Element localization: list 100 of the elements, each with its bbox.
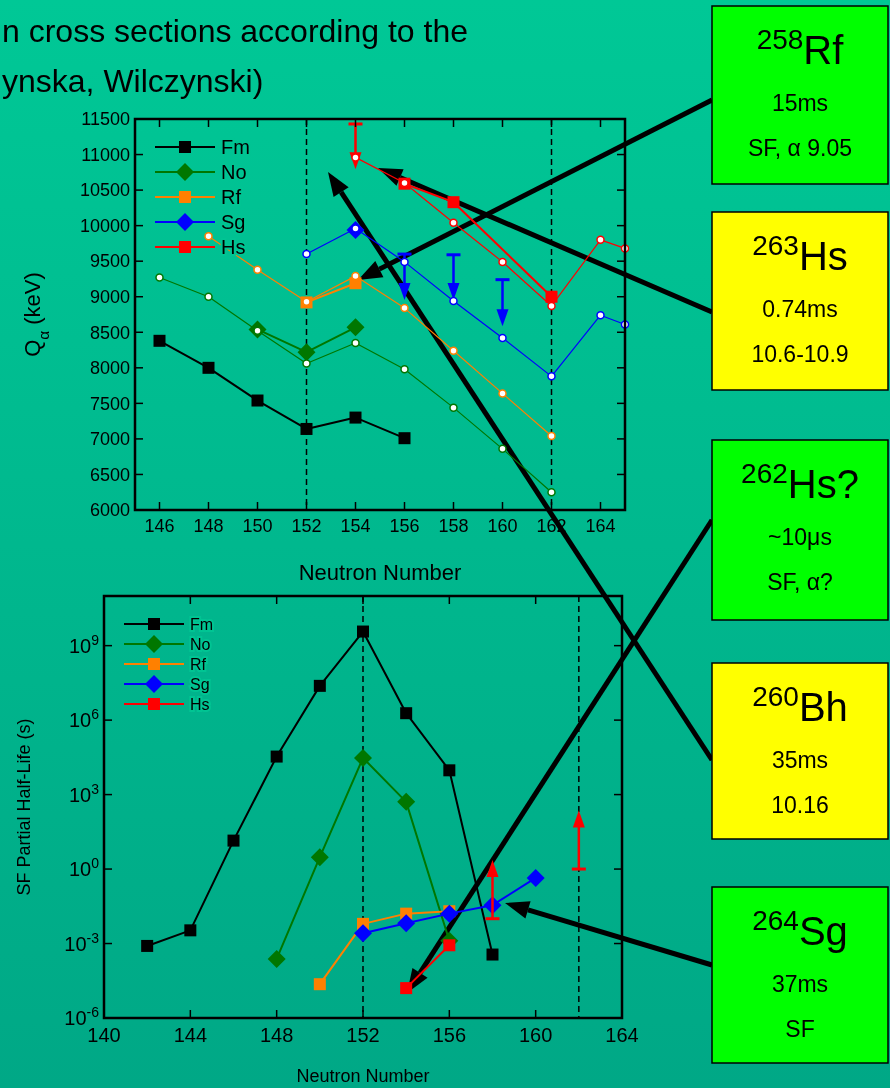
point [253,265,262,274]
point [526,868,545,887]
x-tick-label: 148 [193,516,224,536]
point [227,834,240,847]
point [153,334,166,347]
legend-label: Sg [221,211,246,234]
x-tick-label: 164 [605,1024,639,1046]
text: 15ms [771,90,829,116]
legend-label: No [221,161,247,184]
point [547,372,556,381]
y-tick-label: 8000 [89,358,130,379]
point [354,748,372,767]
point [313,679,326,692]
point [251,394,264,407]
point [572,810,585,828]
text: $^{264}$Sg [752,904,848,953]
text: SF [785,1016,815,1042]
y-tick-label: 10000 [79,215,130,236]
point [346,318,365,337]
point [496,309,509,327]
x-tick-label: 152 [291,516,322,536]
point [547,301,556,311]
point [449,403,458,412]
point [443,764,456,777]
point [498,333,507,343]
x-tick-label: 152 [346,1024,380,1046]
point [449,218,458,228]
point [398,283,411,301]
text: SF, α? [767,569,833,595]
point [351,338,360,348]
y-tick-label: 10$^{-3}$ [64,929,100,955]
point [397,914,416,933]
y-tick-label: 7000 [89,429,130,450]
text: 35ms [771,747,829,773]
point [184,924,197,937]
point [498,444,507,454]
text: 10.6-10.9 [751,341,849,367]
point [547,487,556,497]
point [397,792,416,811]
y-tick-label: 9500 [89,251,130,272]
y-tick-label: 9000 [89,287,130,308]
point [141,939,154,952]
point [202,361,215,374]
point [310,848,329,867]
point [400,303,409,313]
y-tick-label: 8500 [89,322,130,343]
text: 0.74ms [762,296,838,322]
x-tick-label: 156 [389,516,420,536]
y-tick-label: 10$^{9}$ [68,631,100,657]
x-tick-label: 150 [242,516,273,536]
text: 37ms [771,971,829,997]
text: $^{263}$Hs [752,229,848,278]
x-tick-label: 144 [173,1024,208,1046]
y-tick-label: 10$^{6}$ [68,706,100,732]
legend-label: Rf [221,186,242,209]
point [486,948,499,961]
text: SF, α 9.05 [747,135,853,161]
point [498,257,507,267]
y-tick-label: 6500 [89,464,130,485]
y-tick-label: 11500 [81,109,130,130]
chart-title: n cross sections according to the ynska, Wilczynski) [2,13,469,99]
point [354,924,372,943]
y-tick-label: 11000 [81,144,130,165]
legend-label: Hs [190,695,210,713]
legend-label: Rf [190,655,207,673]
text: 10.16 [771,792,829,818]
point [357,625,369,638]
text: $^{260}$Bh [752,680,848,729]
x-axis-title: Neutron Number [296,1066,430,1086]
point [400,364,409,374]
point [300,422,313,435]
text: $^{258}$Rf [756,23,845,72]
legend-label: Fm [221,136,250,159]
point [297,343,316,362]
point [204,232,213,241]
point [204,292,213,301]
point [400,707,413,720]
point [313,978,326,991]
point [486,860,499,878]
legend-label: No [190,635,211,653]
text: $^{262}$Hs? [741,457,859,506]
point [270,750,283,763]
point [398,432,411,445]
point [547,431,556,441]
text: ~10μs [768,524,832,550]
point [596,235,605,245]
x-tick-label: 146 [144,516,175,536]
x-tick-label: 158 [438,516,469,536]
y-tick-label: 6000 [89,500,130,521]
legend-label: Sg [190,675,210,693]
point [596,310,605,320]
x-tick-label: 160 [518,1024,553,1046]
x-tick-label: 148 [259,1024,294,1046]
y-tick-label: 10$^{3}$ [68,780,100,806]
legend-label: Hs [221,236,246,259]
point [155,273,164,282]
x-tick-label: 160 [487,516,518,536]
point [302,249,311,259]
x-tick-label: 164 [585,516,616,536]
legend-label: Fm [190,615,214,633]
